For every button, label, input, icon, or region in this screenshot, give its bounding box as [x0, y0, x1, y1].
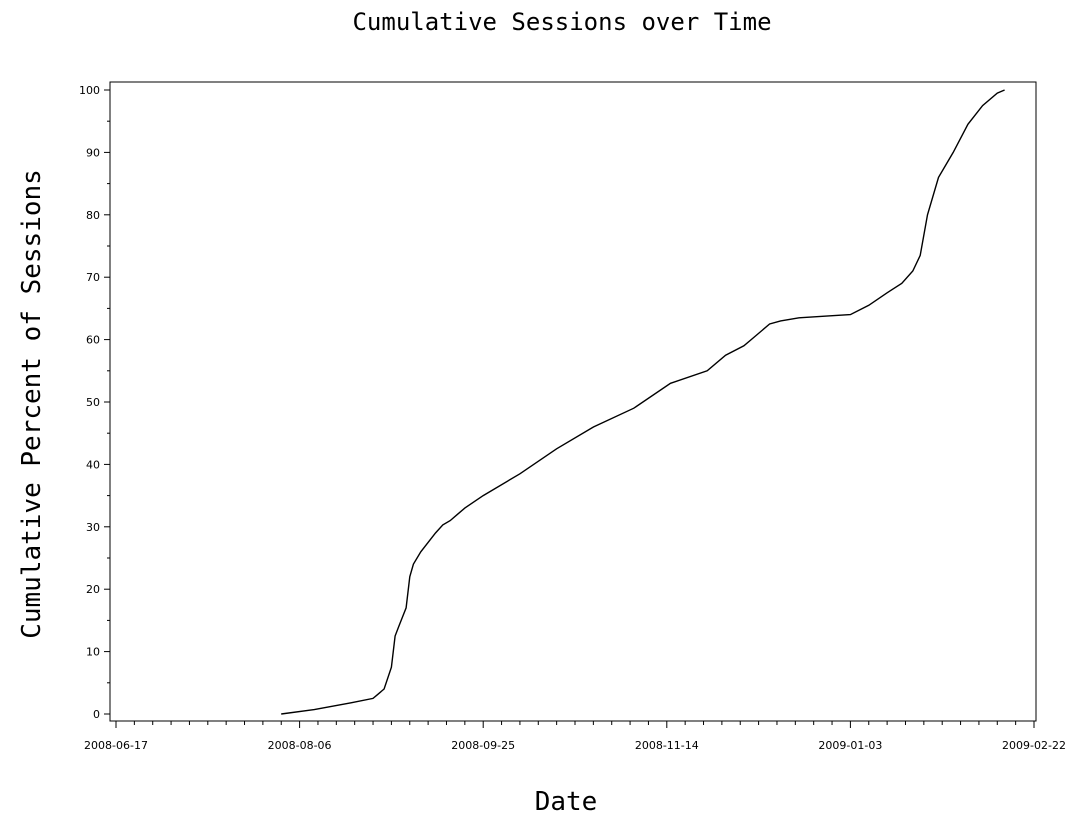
y-tick-label: 10	[86, 646, 100, 659]
series-line	[281, 89, 1005, 715]
y-axis: 0 10 20 30 40 50 60 70 80 90 100	[79, 84, 110, 721]
y-tick-label: 20	[86, 583, 100, 596]
x-tick-label: 2009-01-03	[818, 739, 882, 752]
y-tick-label: 80	[86, 209, 100, 222]
x-tick-label: 2008-09-25	[451, 739, 515, 752]
y-tick-label: 50	[86, 396, 100, 409]
y-tick-label: 70	[86, 271, 100, 284]
chart-title: Cumulative Sessions over Time	[352, 8, 771, 36]
x-axis: 2008-06-17 2008-08-06 2008-09-25 2008-11-14…	[84, 721, 1066, 752]
x-tick-label: 2008-06-17	[84, 739, 148, 752]
x-tick-label: 2009-02-22	[1002, 739, 1066, 752]
y-tick-label: 60	[86, 334, 100, 347]
plot-frame	[109, 81, 1037, 722]
x-tick-label: 2008-08-06	[268, 739, 332, 752]
y-tick-label: 40	[86, 458, 100, 471]
y-axis-label: Cumulative Percent of Sessions	[17, 169, 47, 639]
x-axis-label: Date	[535, 787, 598, 814]
y-tick-label: 30	[86, 521, 100, 534]
x-tick-label: 2008-11-14	[635, 739, 699, 752]
y-tick-label: 0	[93, 708, 100, 721]
y-tick-label: 90	[86, 146, 100, 159]
y-tick-label: 100	[79, 84, 100, 97]
